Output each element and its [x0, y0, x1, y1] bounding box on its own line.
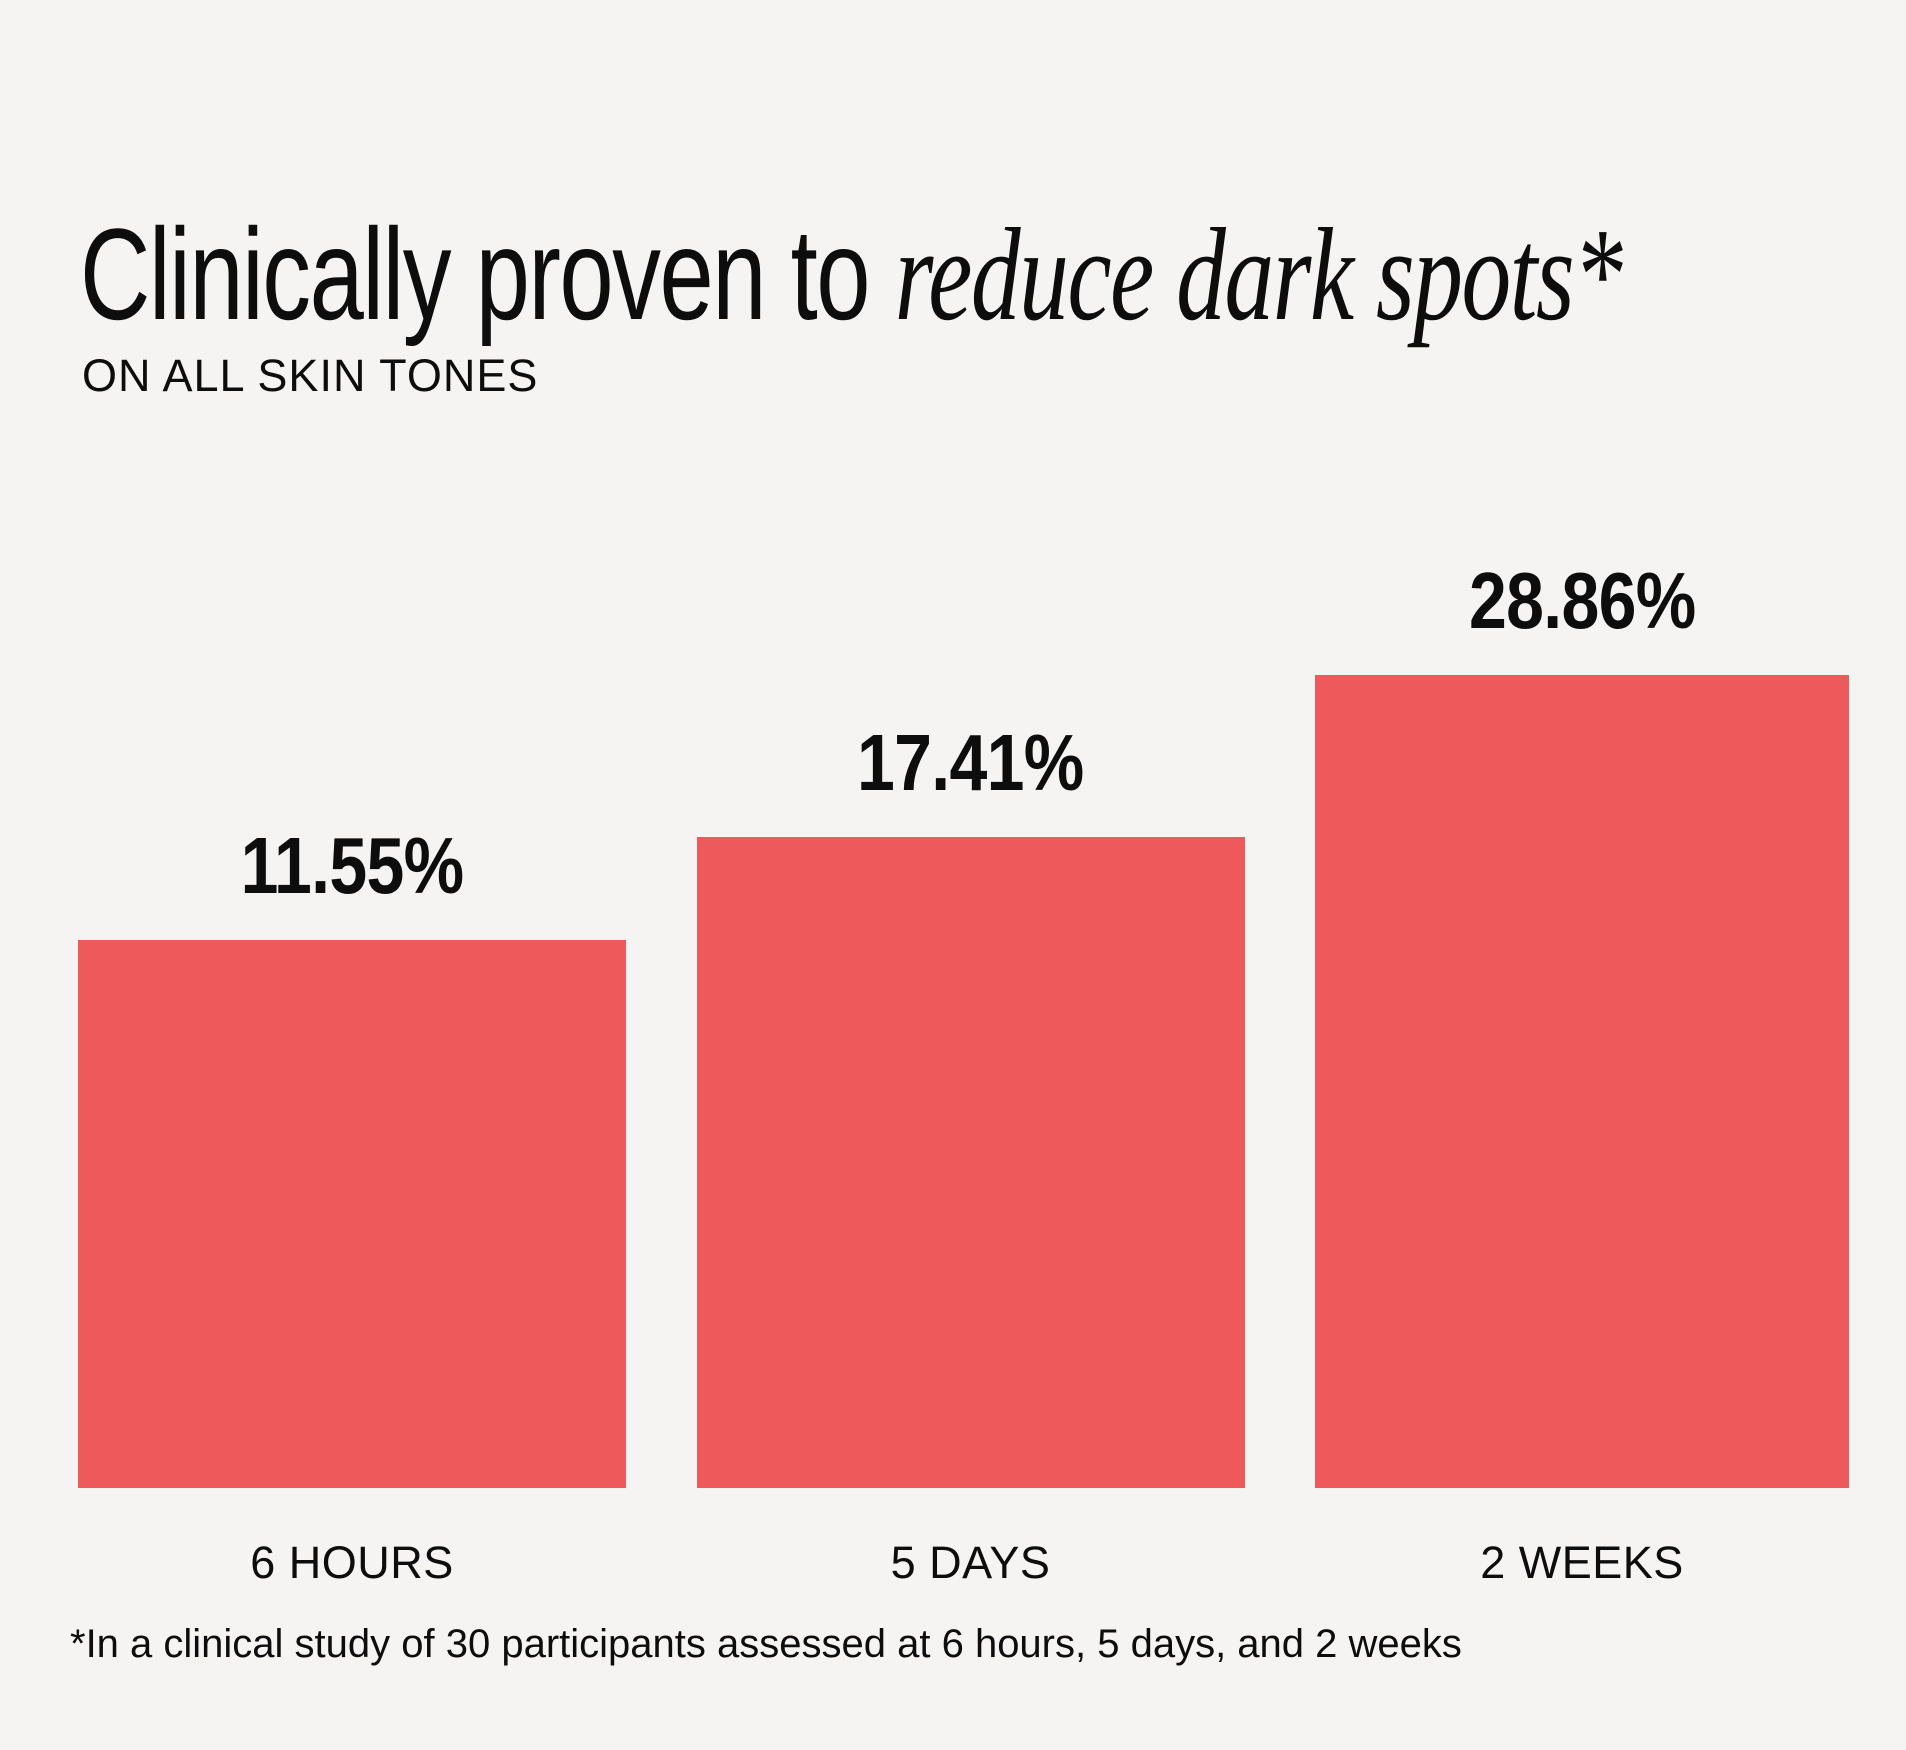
- value-label: 28.86%: [1468, 556, 1696, 645]
- bar: [696, 837, 1245, 1488]
- category-label: 6 HOURS: [250, 1537, 454, 1588]
- chart-title-regular: Clinically proven to: [80, 201, 895, 347]
- bar: [1315, 675, 1849, 1488]
- footnote: *In a clinical study of 30 participants …: [70, 1622, 1462, 1666]
- category-label: 2 WEEKS: [1480, 1537, 1684, 1588]
- chart-title: Clinically proven to reduce dark spots*: [80, 195, 1623, 354]
- chart-title-italic: reduce dark spots*: [894, 201, 1623, 348]
- value-label: 17.41%: [857, 718, 1084, 807]
- bar-group: 11.55% 6 HOURS: [78, 821, 626, 1588]
- category-label: 5 DAYS: [890, 1537, 1051, 1588]
- bar-group: 17.41% 5 DAYS: [696, 718, 1245, 1588]
- bar-chart: 11.55% 6 HOURS 17.41% 5 DAYS 28.86% 2 WE…: [78, 450, 1849, 1588]
- bar: [78, 940, 626, 1488]
- chart-subtitle: ON ALL SKIN TONES: [82, 350, 539, 401]
- bar-group: 28.86% 2 WEEKS: [1315, 556, 1849, 1588]
- value-label: 11.55%: [240, 821, 464, 910]
